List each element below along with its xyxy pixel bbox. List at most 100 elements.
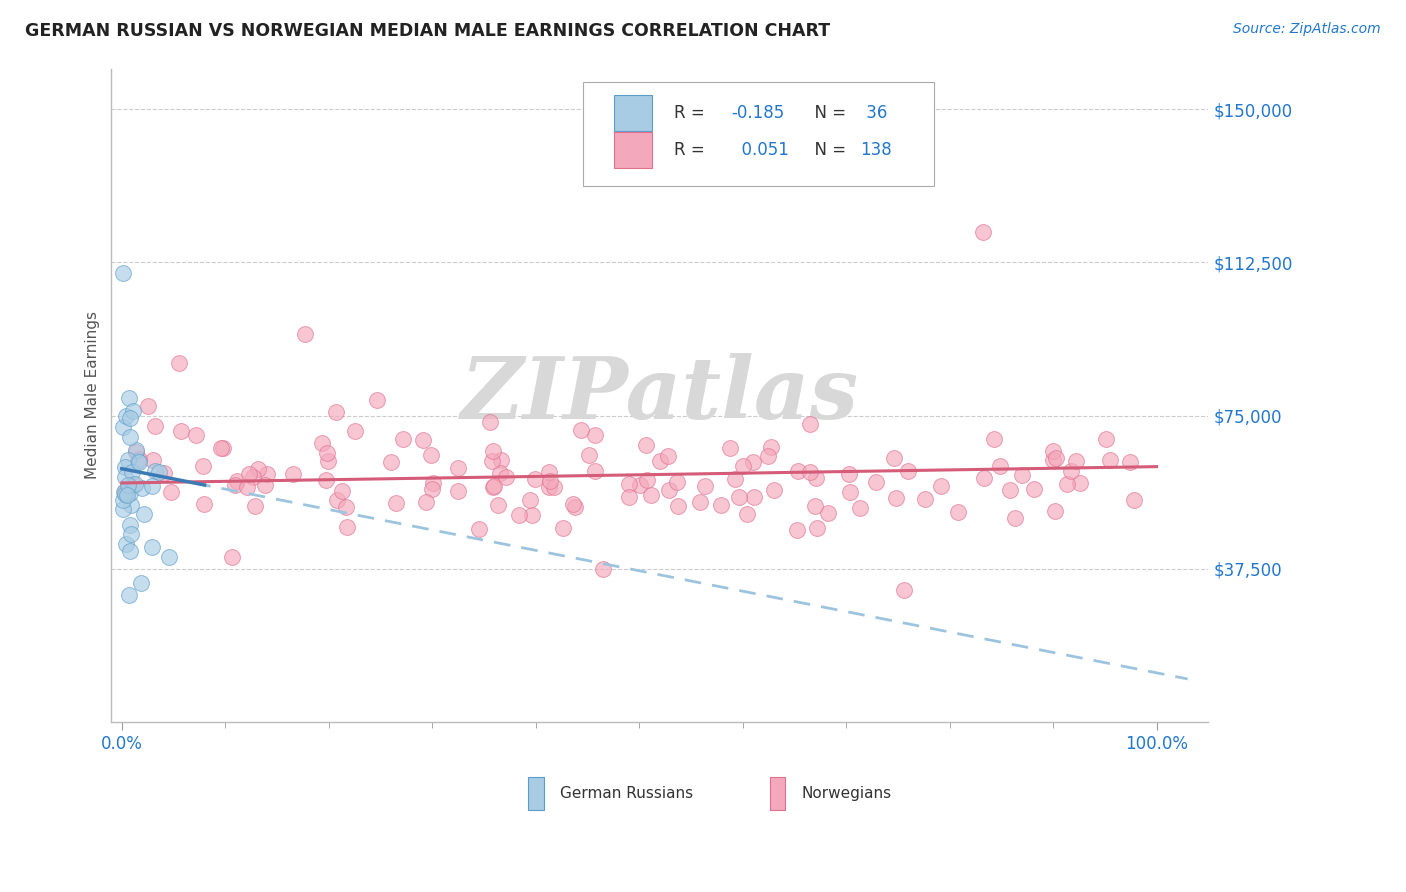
Point	[578, 449, 600, 463]
Point	[728, 490, 751, 504]
Point	[884, 491, 907, 505]
Point	[325, 405, 347, 419]
Point	[294, 326, 316, 341]
Point	[193, 498, 215, 512]
Point	[946, 505, 969, 519]
Point	[111, 266, 134, 280]
Point	[763, 483, 786, 497]
Point	[1064, 454, 1087, 468]
Point	[247, 462, 270, 476]
Point	[226, 474, 249, 488]
Point	[799, 465, 821, 479]
Text: GERMAN RUSSIAN VS NORWEGIAN MEDIAN MALE EARNINGS CORRELATION CHART: GERMAN RUSSIAN VS NORWEGIAN MEDIAN MALE …	[25, 22, 831, 40]
Point	[117, 453, 139, 467]
Point	[281, 467, 304, 481]
Point	[330, 483, 353, 498]
Point	[336, 520, 359, 534]
Point	[211, 442, 233, 456]
Point	[665, 475, 688, 489]
Point	[235, 480, 257, 494]
Point	[120, 526, 142, 541]
Point	[742, 455, 765, 469]
FancyBboxPatch shape	[614, 95, 652, 131]
Point	[422, 475, 444, 490]
Point	[617, 490, 640, 504]
Point	[744, 490, 766, 504]
Point	[1043, 504, 1066, 518]
Point	[486, 498, 509, 512]
Point	[224, 478, 246, 492]
Point	[786, 464, 808, 478]
Point	[242, 469, 264, 483]
Text: N =: N =	[804, 104, 851, 122]
Text: Norwegians: Norwegians	[801, 786, 891, 801]
Point	[170, 424, 193, 438]
Point	[125, 445, 148, 459]
Text: Source: ZipAtlas.com: Source: ZipAtlas.com	[1233, 22, 1381, 37]
Point	[420, 448, 443, 462]
Point	[914, 491, 936, 506]
Point	[114, 483, 136, 498]
Point	[543, 480, 565, 494]
Point	[118, 588, 141, 602]
Point	[114, 459, 136, 474]
Point	[893, 583, 915, 598]
Point	[569, 423, 592, 437]
Text: 36: 36	[860, 104, 887, 122]
FancyBboxPatch shape	[769, 777, 785, 810]
FancyBboxPatch shape	[583, 81, 934, 186]
Point	[806, 521, 828, 535]
Point	[1045, 450, 1067, 465]
FancyBboxPatch shape	[529, 777, 544, 810]
Point	[143, 419, 166, 434]
Point	[723, 472, 745, 486]
Point	[838, 467, 860, 481]
Point	[628, 478, 651, 492]
Point	[799, 417, 821, 432]
Point	[114, 487, 136, 501]
Point	[385, 495, 408, 509]
Point	[120, 544, 142, 558]
Point	[1060, 464, 1083, 478]
Point	[131, 481, 153, 495]
Point	[112, 485, 135, 500]
Point	[583, 428, 606, 442]
Point	[326, 493, 349, 508]
Point	[883, 450, 905, 465]
Point	[152, 466, 174, 480]
Text: 0.051: 0.051	[731, 141, 789, 159]
Point	[983, 432, 1005, 446]
Point	[592, 562, 614, 576]
Point	[1042, 444, 1064, 458]
Point	[523, 471, 546, 485]
Point	[412, 433, 434, 447]
Point	[666, 500, 689, 514]
Point	[111, 493, 134, 508]
Point	[380, 455, 402, 469]
Point	[495, 469, 517, 483]
FancyBboxPatch shape	[614, 132, 652, 169]
Point	[136, 399, 159, 413]
Point	[117, 477, 139, 491]
Point	[865, 475, 887, 489]
Point	[849, 500, 872, 515]
Point	[117, 488, 139, 502]
Point	[114, 409, 136, 423]
Point	[142, 453, 165, 467]
Point	[391, 432, 413, 446]
Point	[124, 477, 146, 491]
Point	[143, 464, 166, 478]
Point	[134, 507, 156, 521]
Point	[420, 483, 443, 497]
Point	[519, 493, 541, 508]
Point	[122, 476, 145, 491]
Point	[756, 449, 779, 463]
Point	[118, 411, 141, 425]
Point	[689, 495, 711, 509]
Point	[141, 479, 163, 493]
Point	[120, 518, 142, 533]
Point	[657, 449, 679, 463]
Point	[1004, 510, 1026, 524]
Point	[562, 497, 585, 511]
Point	[238, 467, 260, 481]
